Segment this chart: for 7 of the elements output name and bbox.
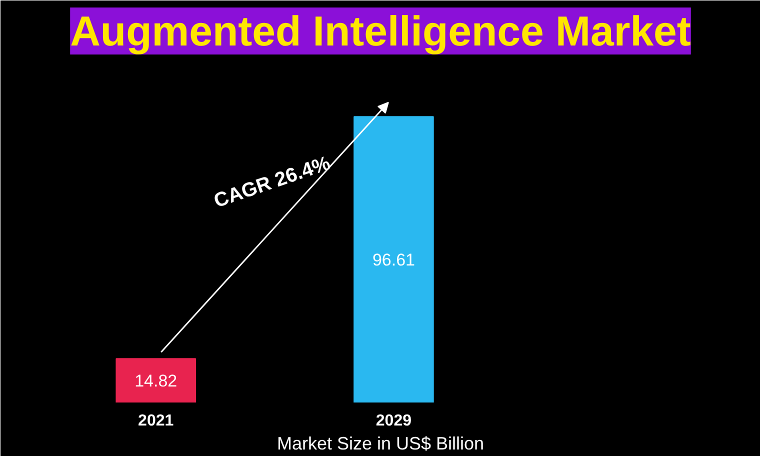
chart-title: Augmented Intelligence Market — [70, 8, 691, 54]
x-tick-label: 2029 — [376, 412, 412, 430]
data-label: 96.61 — [372, 250, 415, 270]
data-label: 14.82 — [134, 372, 178, 391]
x-tick-label: 2021 — [138, 412, 174, 430]
annotation: CAGR 26.4% — [211, 152, 334, 212]
x-axis-title: Market Size in US$ Billion — [276, 434, 484, 454]
